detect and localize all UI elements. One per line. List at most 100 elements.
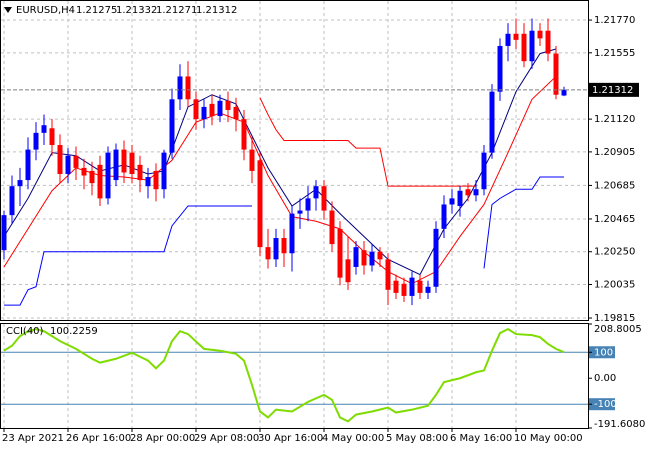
y-tick-label: 1.20250 xyxy=(594,247,635,258)
candle-body xyxy=(25,149,31,181)
plot xyxy=(1,18,588,423)
candle-body xyxy=(305,198,311,211)
cci-panel-border xyxy=(0,323,589,429)
candle-body xyxy=(113,149,119,181)
candle-body xyxy=(169,99,175,153)
candle-body xyxy=(145,177,151,187)
level-label-box xyxy=(589,346,615,359)
y-tick-label: 1.19815 xyxy=(594,313,635,324)
candle-body xyxy=(537,30,543,39)
candle-body xyxy=(361,250,367,266)
candle-body xyxy=(481,152,487,190)
x-tick-label: 29 Apr 08:00 xyxy=(194,433,259,444)
x-tick-label: 23 Apr 2021 xyxy=(2,433,64,444)
cci-label: CCI(40) xyxy=(6,326,44,337)
candle-body xyxy=(353,247,359,267)
candle-body xyxy=(105,152,111,199)
candle-body xyxy=(185,76,191,100)
level-label-box xyxy=(589,398,615,411)
candle-body xyxy=(561,89,567,96)
candle-body xyxy=(457,190,463,206)
candle-body xyxy=(17,180,23,187)
candle-body xyxy=(273,238,279,260)
x-tick-label: 30 Apr 16:00 xyxy=(258,433,323,444)
candle-body xyxy=(337,228,343,278)
close-value: 1.21312 xyxy=(196,5,237,16)
indicator-line xyxy=(259,97,476,187)
candle-body xyxy=(137,164,143,181)
y-tick-label: 100 xyxy=(594,347,613,358)
candle-body xyxy=(377,251,383,260)
candle-body xyxy=(465,189,471,196)
candle-body xyxy=(89,170,95,184)
candle-body xyxy=(41,125,47,133)
y-tick-label: 208.8005 xyxy=(594,324,642,335)
candle-body xyxy=(177,76,183,100)
main-panel-border xyxy=(0,0,589,321)
candle-body xyxy=(97,164,103,199)
candle-body xyxy=(449,198,455,205)
candle-body xyxy=(129,152,135,174)
candle-body xyxy=(209,103,215,117)
candle-body xyxy=(329,210,335,245)
y-tick-label: 1.20465 xyxy=(594,214,635,225)
y-tick-label: 1.21555 xyxy=(594,48,635,59)
candle-body xyxy=(345,259,351,283)
x-tick-label: 4 May 00:00 xyxy=(322,433,384,444)
candle-body xyxy=(233,106,239,120)
x-tick-label: 6 May 16:00 xyxy=(450,433,512,444)
candle-body xyxy=(513,33,519,40)
candle-body xyxy=(65,155,71,174)
y-tick-label: -191.6080 xyxy=(594,419,645,430)
candle-body xyxy=(265,247,271,260)
candle-body xyxy=(321,186,327,211)
y-tick-label: 1.20905 xyxy=(594,147,635,158)
indicator-line xyxy=(3,76,557,285)
cci-value: 100.2259 xyxy=(50,326,98,337)
candle-body xyxy=(249,149,255,171)
candle-body xyxy=(49,128,55,146)
candle-body xyxy=(489,91,495,153)
menu-arrow[interactable] xyxy=(4,7,12,13)
candle-body xyxy=(369,251,375,266)
candle-body xyxy=(121,149,127,173)
low-value: 1.21271 xyxy=(156,5,197,16)
y-tick-label: 1.21770 xyxy=(594,15,635,26)
indicator-line xyxy=(4,176,564,306)
candle-body xyxy=(505,33,511,46)
open-value: 1.21275 xyxy=(76,5,117,16)
current-price-box xyxy=(589,82,639,97)
candle-body xyxy=(153,170,159,190)
candle-body xyxy=(57,145,63,174)
y-tick-label: -100 xyxy=(594,399,617,410)
candle-body xyxy=(521,33,527,62)
candle-body xyxy=(33,132,39,150)
cci-line xyxy=(3,328,565,423)
current-price-label: 1.21312 xyxy=(592,85,633,96)
y-tick-label: 0.00 xyxy=(594,373,616,384)
candle-body xyxy=(497,45,503,92)
candle-body xyxy=(553,53,559,95)
candle-body xyxy=(225,100,231,110)
candle-body xyxy=(289,213,295,254)
y-tick-label: 1.20685 xyxy=(594,180,635,191)
candle-body xyxy=(313,186,319,199)
candle-body xyxy=(401,283,407,296)
candle-body xyxy=(161,152,167,190)
candle-body xyxy=(217,100,223,117)
candle-body xyxy=(73,155,79,168)
candle-body xyxy=(417,280,423,293)
candle-body xyxy=(385,259,391,290)
candle-body xyxy=(201,106,207,120)
candle-body xyxy=(433,228,439,287)
candle-body xyxy=(409,277,415,296)
x-tick-label: 26 Apr 16:00 xyxy=(66,433,131,444)
candle-body xyxy=(393,280,399,293)
candle-body xyxy=(241,119,247,150)
y-tick-label: 1.20035 xyxy=(594,279,635,290)
candle-body xyxy=(441,204,447,229)
candle-body xyxy=(81,167,87,176)
candle-body xyxy=(545,30,551,54)
